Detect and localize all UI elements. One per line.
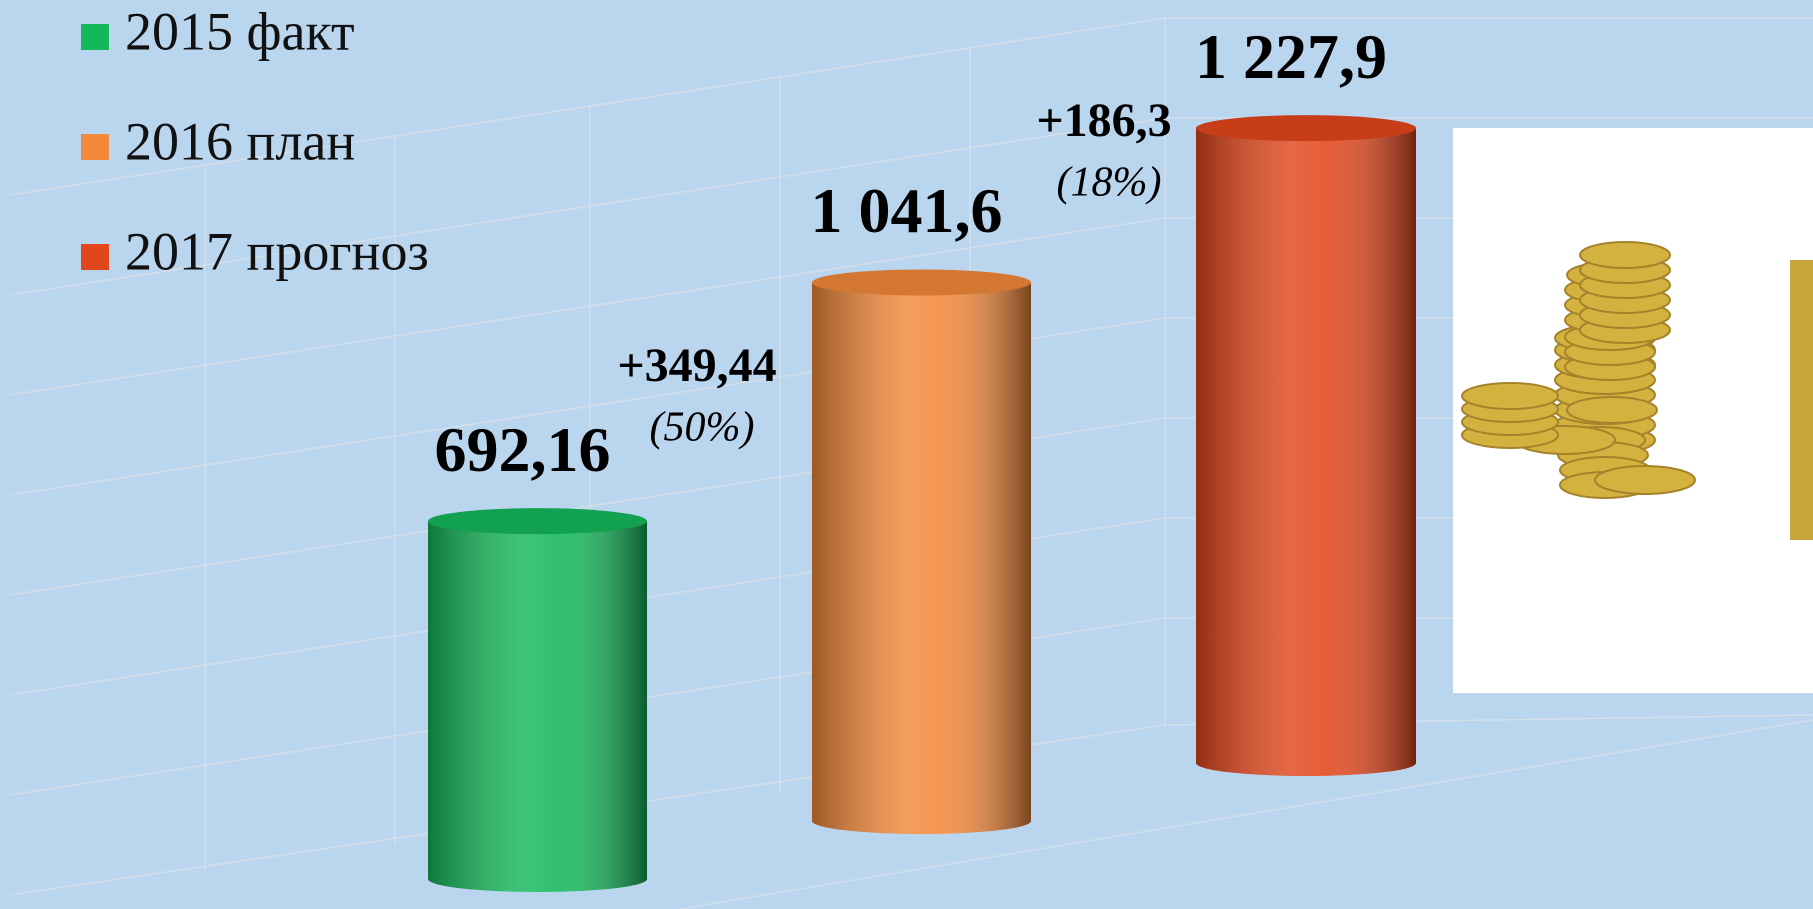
cylinder [428, 508, 647, 892]
annotation: +186,3 [1036, 94, 1171, 147]
legend-swatch [81, 134, 109, 160]
annotation-note: (50%) [650, 405, 755, 451]
value-label: 1 227,9 [1195, 21, 1387, 92]
cylinder-shade [812, 282, 1031, 834]
cylinder-shade [428, 521, 647, 892]
legend-swatch [81, 244, 109, 270]
annotation-note: (18%) [1057, 160, 1162, 206]
cylinder-top [428, 508, 647, 535]
bars [428, 115, 1416, 892]
legend-text: 2017 прогноз [125, 221, 429, 281]
cylinder-top [1196, 115, 1416, 142]
coins-picture [1453, 128, 1813, 693]
value-label: 1 041,6 [811, 175, 1003, 246]
cylinder-top [812, 269, 1031, 296]
value-label: 692,16 [435, 414, 611, 485]
legend-swatch [81, 24, 109, 50]
cylinder-top-shade [812, 269, 1031, 296]
legend: 2015 факт 2016 план 2017 прогноз [81, 1, 429, 281]
cylinder [812, 269, 1031, 834]
labels: 692,16 1 041,6 1 227,9 +349,44 (50%) +186,3 (1… [435, 21, 1388, 485]
cylinder-top-shade [1196, 115, 1416, 142]
legend-text: 2015 факт [125, 1, 355, 61]
annotation: +349,44 [617, 339, 776, 392]
cylinder [1196, 115, 1416, 776]
legend-text: 2016 план [125, 111, 355, 171]
cylinder-shade [1196, 128, 1416, 776]
cylinder-top-shade [428, 508, 647, 535]
